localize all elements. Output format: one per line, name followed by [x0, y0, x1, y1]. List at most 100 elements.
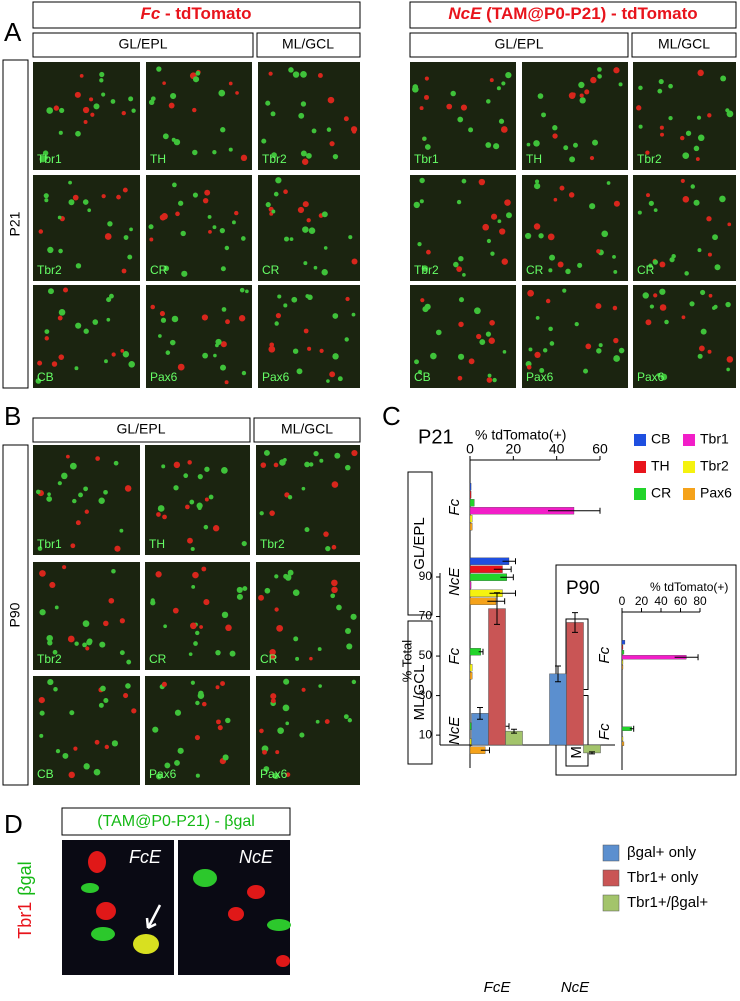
cell-dot [93, 768, 101, 776]
cell-dot [119, 618, 125, 624]
cell-dot [99, 71, 105, 78]
region-label: ML/GCL [282, 36, 334, 52]
x-tick-label: 40 [549, 441, 565, 457]
cell-dot [158, 334, 162, 338]
cell-dot [450, 90, 456, 97]
cell-dot [504, 199, 511, 206]
tile-label: CR [262, 263, 280, 277]
cell-dot [270, 654, 276, 660]
cell-dot [697, 248, 702, 253]
cell-dot [68, 771, 75, 779]
cell-dot [493, 143, 500, 150]
cell-dot [220, 127, 226, 133]
cell-dot [539, 368, 545, 373]
cell-dot [700, 328, 707, 335]
cell-dot [453, 261, 459, 268]
cell-dot [229, 650, 236, 657]
group-box [407, 471, 433, 616]
cell-dot [83, 328, 89, 334]
cell-dot [613, 200, 620, 207]
cell-dot [128, 96, 134, 102]
cell-dot [695, 157, 700, 161]
cell-dot [352, 129, 357, 134]
cell-dot [421, 265, 429, 272]
cell-dot [175, 211, 180, 217]
tile-label: Tbr2 [260, 537, 285, 551]
panel-letter: C [382, 401, 401, 431]
cell-dot [82, 106, 90, 114]
region-label: GL/EPL [494, 36, 543, 52]
cell-dot [47, 246, 54, 254]
cell-dot [579, 97, 586, 104]
cell-dot [690, 184, 695, 189]
cell-dot [525, 232, 532, 240]
micrograph [145, 445, 250, 555]
cell-dot [712, 234, 718, 241]
cell-dot [39, 570, 46, 577]
cell-dot [332, 353, 339, 360]
cell-dot [201, 314, 208, 321]
cell-dot [420, 298, 425, 303]
error-bar [489, 590, 516, 597]
cell-dot [192, 107, 197, 113]
cell-dot [482, 223, 490, 231]
legend-label: CR [651, 485, 671, 501]
cell-dot [681, 315, 686, 320]
cell-dot [548, 326, 553, 332]
cell-dot [201, 566, 207, 572]
cell-dot [498, 118, 505, 124]
cell-dot [187, 537, 193, 544]
cell-dot [192, 571, 199, 579]
cell-dot [329, 141, 335, 147]
tile-label: Tbr2 [637, 152, 662, 166]
cell-dot [261, 138, 267, 144]
header-name: Fc [140, 4, 160, 23]
cell-dot [496, 86, 501, 91]
cell-dot [346, 643, 353, 650]
cell-dot [334, 452, 341, 459]
cell-dot [42, 150, 49, 156]
cell-dot [344, 337, 349, 342]
cell-dot [265, 202, 271, 208]
cell-dot [327, 96, 335, 104]
legend-label: CB [651, 431, 670, 447]
cell-dot [707, 113, 712, 118]
cell-dot [195, 773, 200, 778]
cell-dot [239, 287, 245, 293]
micrograph [522, 62, 628, 170]
legend-label: Tbr1 [700, 431, 729, 447]
cell-dot [159, 311, 165, 317]
cell-blob [88, 851, 106, 873]
legend-label: Pax6 [700, 485, 732, 501]
cell-dot [270, 698, 276, 704]
micrograph [633, 285, 736, 388]
cell-dot [236, 593, 243, 600]
cell-dot [172, 607, 179, 614]
cell-dot [58, 354, 65, 361]
cell-dot [489, 319, 495, 326]
cell-dot [274, 574, 279, 579]
region-label: ML/GCL [658, 36, 710, 52]
cell-dot [296, 368, 303, 375]
tile-label: Pax6 [262, 370, 290, 384]
y-tick-label: 10 [419, 727, 433, 741]
tile-label: Tbr2 [414, 263, 439, 277]
cell-dot [571, 92, 576, 97]
cell-dot [323, 246, 328, 250]
cell-dot [57, 215, 62, 220]
cell-dot [99, 641, 106, 648]
cell-dot [242, 586, 248, 592]
cell-dot [689, 301, 695, 307]
x-tick-label: 40 [654, 594, 668, 608]
tile-label: Pax6 [149, 767, 177, 781]
cell-dot [351, 258, 358, 265]
cell-dot [325, 545, 331, 552]
chart-title: P21 [418, 426, 454, 448]
cell-dot [668, 115, 673, 121]
cell-dot [541, 112, 546, 118]
cell-dot [85, 646, 90, 651]
cell-dot [215, 685, 220, 690]
cell-dot [270, 111, 276, 117]
cell-dot [128, 360, 135, 368]
cell-dot [590, 76, 597, 84]
